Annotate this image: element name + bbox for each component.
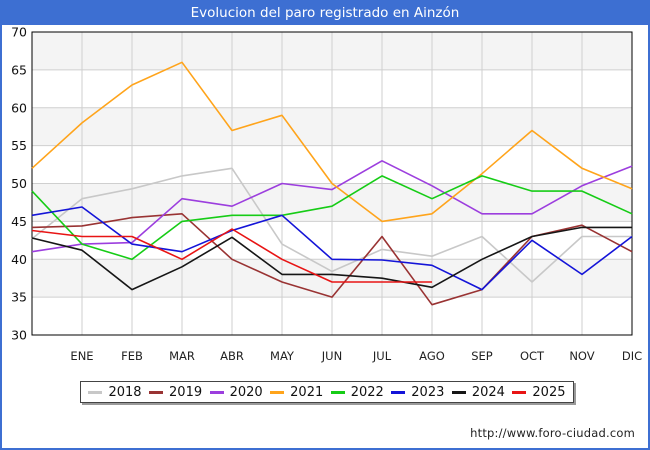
plot-border bbox=[31, 31, 633, 336]
x-tick-label-OCT: OCT bbox=[520, 349, 545, 363]
legend-swatch-2019 bbox=[149, 390, 164, 394]
x-tick-label-MAY: MAY bbox=[270, 349, 295, 363]
x-tick-label-JUL: JUL bbox=[372, 349, 392, 363]
line-chart-plot: 30 35 40 45 50 55 60 65 70 ENE FEB MAR ABR MAY JUN JUL A… bbox=[11, 25, 642, 364]
legend-swatch-2020 bbox=[209, 390, 224, 394]
legend-label-2023: 2023 bbox=[411, 384, 445, 400]
legend-label-2025: 2025 bbox=[532, 384, 566, 400]
series-line-2023 bbox=[31, 206, 633, 291]
source-url: http://www.foro-ciudad.com bbox=[470, 426, 635, 440]
y-tick-label-35: 35 bbox=[11, 290, 27, 305]
legend-label-2024: 2024 bbox=[471, 384, 505, 400]
legend-swatch-2024 bbox=[451, 390, 466, 394]
legend-item-2020: 2020 bbox=[209, 384, 263, 400]
legend-item-2024: 2024 bbox=[451, 384, 505, 400]
series-line-2020 bbox=[31, 160, 633, 253]
series-line-2025 bbox=[31, 228, 432, 283]
y-tick-label-60: 60 bbox=[11, 100, 27, 115]
series-line-2024 bbox=[31, 226, 632, 291]
legend-label-2021: 2021 bbox=[290, 384, 324, 400]
legend-item-2023: 2023 bbox=[391, 385, 444, 400]
y-tick-label-55: 55 bbox=[11, 138, 27, 153]
legend-swatch-2018 bbox=[88, 390, 103, 394]
y-tick-label-50: 50 bbox=[11, 176, 27, 191]
chart-legend: 2018 2019 2020 2021 2022 2023 2024 2025 bbox=[80, 381, 574, 403]
x-tick-label-ENE: ENE bbox=[70, 349, 93, 363]
series-line-2018 bbox=[31, 167, 632, 283]
legend-swatch-2025 bbox=[512, 390, 527, 394]
x-tick-label-FEB: FEB bbox=[121, 349, 143, 363]
legend-swatch-2023 bbox=[391, 390, 406, 394]
legend-swatch-2022 bbox=[330, 390, 345, 394]
legend-label-2018: 2018 bbox=[108, 384, 142, 400]
legend-swatch-2021 bbox=[270, 390, 285, 394]
x-tick-label-ABR: ABR bbox=[220, 349, 244, 363]
legend-item-2025: 2025 bbox=[512, 384, 566, 400]
y-tick-label-30: 30 bbox=[11, 328, 27, 343]
legend-label-2019: 2019 bbox=[169, 384, 203, 400]
page-title: Evolucion del paro registrado en Ainzón bbox=[2, 2, 648, 25]
legend-label-2020: 2020 bbox=[229, 384, 263, 400]
series-line-2021 bbox=[31, 61, 633, 223]
legend-item-2022: 2022 bbox=[330, 384, 384, 400]
legend-item-2021: 2021 bbox=[270, 385, 323, 400]
x-tick-label-DIC: DIC bbox=[622, 349, 642, 363]
legend-item-2019: 2019 bbox=[149, 385, 202, 400]
series-line-2022 bbox=[31, 175, 633, 261]
legend-label-2022: 2022 bbox=[350, 384, 384, 400]
y-tick-label-65: 65 bbox=[11, 62, 27, 77]
x-tick-label-AGO: AGO bbox=[419, 349, 445, 363]
y-tick-label-40: 40 bbox=[11, 252, 27, 267]
x-tick-label-MAR: MAR bbox=[169, 349, 195, 363]
y-tick-label-45: 45 bbox=[11, 214, 27, 229]
y-tick-label-70: 70 bbox=[11, 25, 27, 40]
legend-item-2018: 2018 bbox=[88, 384, 142, 400]
x-tick-label-JUN: JUN bbox=[321, 349, 342, 363]
x-tick-label-SEP: SEP bbox=[471, 349, 493, 363]
x-tick-label-NOV: NOV bbox=[569, 349, 594, 363]
